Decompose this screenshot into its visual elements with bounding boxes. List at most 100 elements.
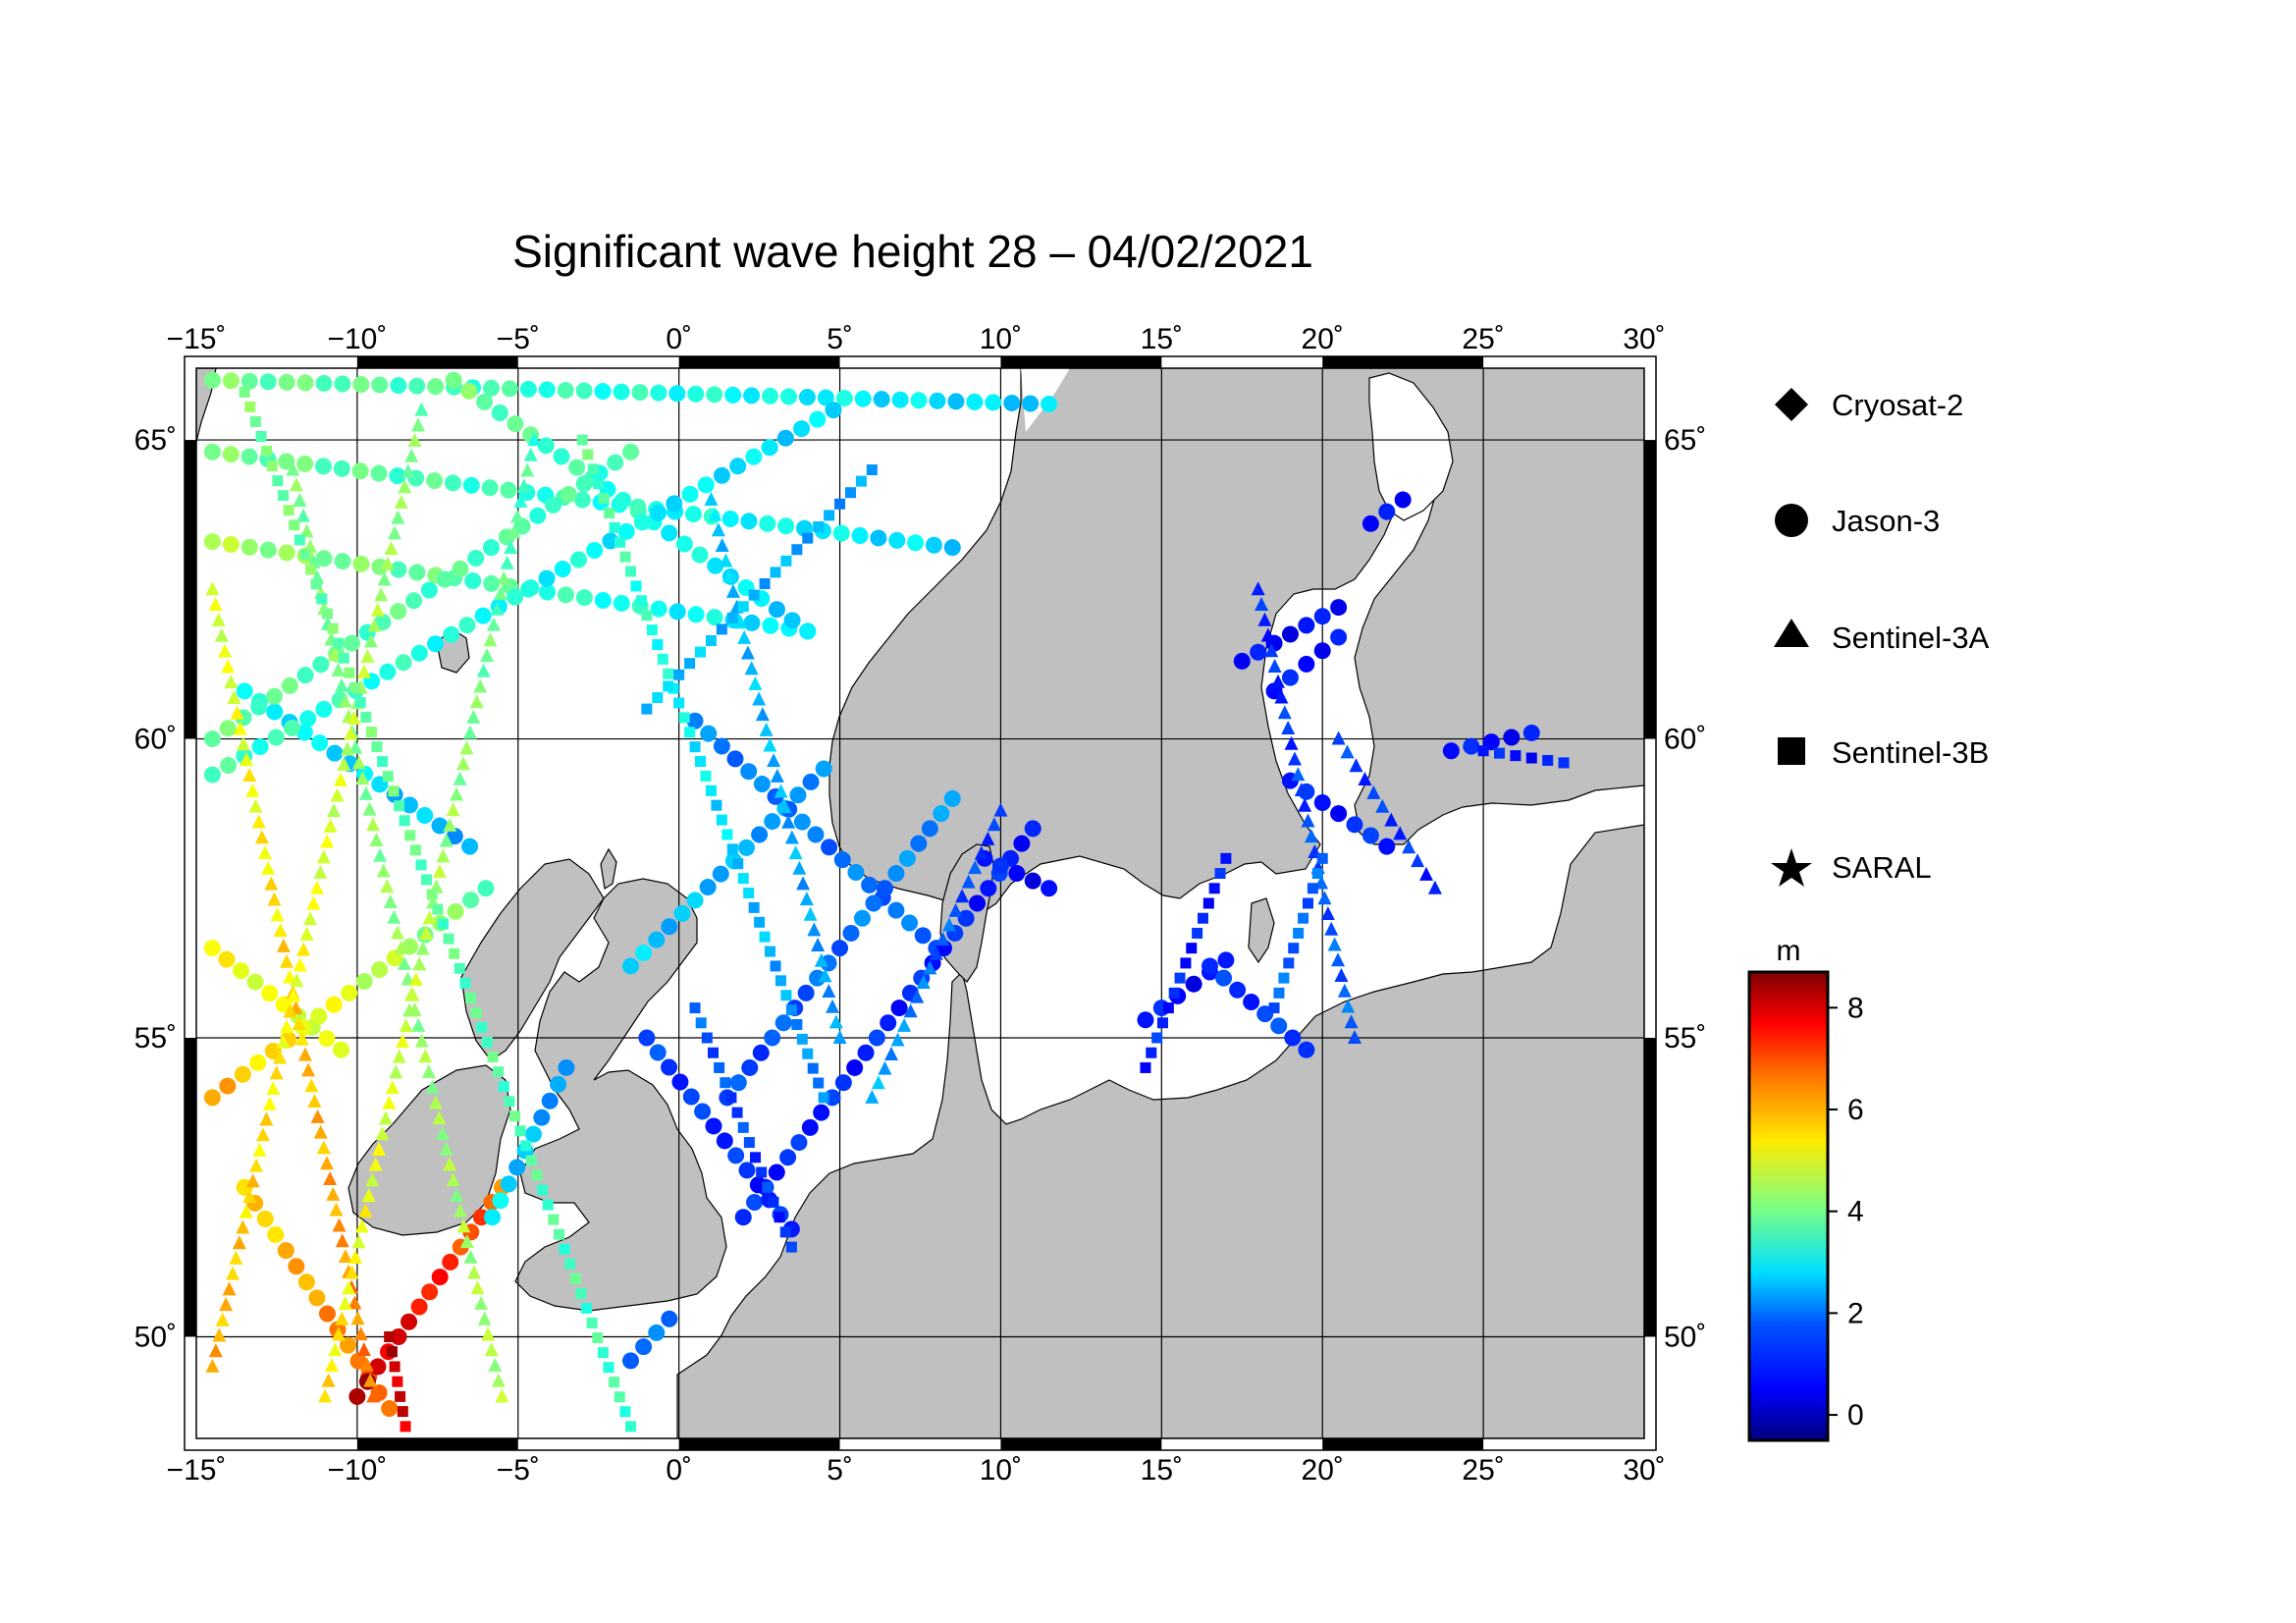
sentinel-3a-point <box>390 925 404 940</box>
sentinel-3b-point <box>1220 852 1232 864</box>
sentinel-3a-point <box>459 1234 474 1249</box>
jason-3-point <box>507 588 524 606</box>
jason-3-point <box>203 1089 221 1107</box>
jason-3-point <box>203 730 221 748</box>
sentinel-3a-point <box>320 834 335 848</box>
jason-3-point <box>779 388 797 406</box>
sentinel-3a-point <box>466 1265 481 1279</box>
sentinel-3b-point <box>399 815 410 827</box>
sentinel-3b-point <box>756 1166 768 1178</box>
jason-3-point <box>661 524 678 542</box>
sentinel-3b-point <box>609 521 620 533</box>
sentinel-3b-point <box>283 505 294 516</box>
sentinel-3b-point <box>569 1272 581 1284</box>
sentinel-3a-point <box>463 1249 478 1264</box>
jason-3-point <box>1201 957 1218 975</box>
sentinel-3b-point <box>415 859 427 871</box>
jason-3-point <box>891 391 909 408</box>
jason-3-point <box>568 459 586 476</box>
sentinel-3a-point <box>276 938 291 952</box>
sentinel-3a-point <box>477 1311 492 1325</box>
sentinel-3a-point <box>722 568 737 583</box>
jason-3-point <box>707 557 724 574</box>
sentinel-3a-point <box>366 1388 381 1403</box>
jason-3-point <box>240 372 258 390</box>
jason-3-point <box>240 448 258 465</box>
sentinel-3b-point <box>553 1228 564 1240</box>
sentinel-3a-point <box>344 726 358 740</box>
sentinel-3a-point <box>480 648 495 663</box>
jason-3-point <box>649 1044 667 1061</box>
sentinel-3a-point <box>286 988 300 1002</box>
sentinel-3b-point <box>759 931 771 943</box>
jason-3-point <box>427 378 445 396</box>
legend-item-sentinel-3a: Sentinel-3A <box>1774 619 1990 655</box>
sentinel-3a-point <box>369 833 384 847</box>
sentinel-3a-point <box>337 757 351 772</box>
sentinel-3b-point <box>437 918 449 930</box>
latitude-labels-left: 50˚ 55˚ 60˚ 65˚ <box>134 424 177 1353</box>
sentinel-3b-point <box>581 1302 593 1314</box>
sentinel-3a-point <box>704 491 719 506</box>
jason-3-point <box>1362 827 1379 844</box>
sentinel-3b-point <box>1316 852 1328 864</box>
jason-3-point <box>684 506 702 523</box>
frame-bar-right <box>1644 1038 1656 1337</box>
sentinel-3b-point <box>397 1406 408 1418</box>
sentinel-3a-point <box>372 1141 387 1156</box>
jason-3-point <box>887 865 905 883</box>
sentinel-3a-point <box>402 1002 417 1017</box>
sentinel-3a-point <box>412 956 427 971</box>
jason-3-point <box>1313 793 1331 811</box>
sentinel-3b-point <box>714 1061 725 1073</box>
lon-tick-label-bottom: −5˚ <box>497 1454 540 1487</box>
sentinel-3b-point <box>603 1362 614 1374</box>
sentinel-3b-point <box>1278 972 1290 984</box>
sentinel-3a-point <box>377 571 392 586</box>
jason-3-point <box>968 894 986 912</box>
jason-3-point <box>1024 872 1041 890</box>
sentinel-3b-point <box>542 1199 554 1211</box>
sentinel-3a-point <box>214 627 229 642</box>
jason-3-point <box>1298 655 1315 673</box>
sentinel-3b-point <box>481 1037 493 1049</box>
map-area: −15˚ −10˚ −5˚ 0˚ 5˚ 10˚ 15˚ 20˚ 25˚ 30˚ −15˚ −10˚ −… <box>134 323 1707 1487</box>
sentinel-3a-point <box>897 1017 912 1032</box>
sentinel-3a-point <box>987 817 1001 832</box>
jason-3-point <box>797 984 815 1001</box>
sentinel-3a-point <box>310 1109 325 1123</box>
jason-3-point <box>650 504 667 521</box>
sentinel-3a-point <box>335 677 349 692</box>
frame-bar-left <box>185 1038 196 1337</box>
sentinel-3b-point <box>531 1169 543 1181</box>
sentinel-3b-point <box>619 1406 631 1418</box>
colorbar: m 0 2 4 6 8 <box>1747 935 1864 1442</box>
sentinel-3a-point <box>878 1060 892 1075</box>
colorbar-ticks: 0 2 4 6 8 <box>1828 992 1864 1432</box>
sentinel-3a-point <box>737 629 752 644</box>
jason-3-point <box>1024 820 1041 838</box>
sentinel-3b-point <box>1162 1002 1174 1014</box>
jason-3-point <box>203 533 221 551</box>
sentinel-3a-point <box>229 1250 243 1265</box>
sentinel-3b-point <box>261 446 273 458</box>
lon-tick-label-bottom: 10˚ <box>980 1454 1022 1487</box>
lon-tick-label-top: −10˚ <box>327 323 387 355</box>
jason-3-point <box>851 527 869 545</box>
jason-3-point <box>538 569 556 587</box>
sentinel-3a-point <box>259 1111 274 1126</box>
jason-3-point <box>820 954 837 972</box>
sentinel-3a-point <box>509 509 524 523</box>
sentinel-3a-point <box>1284 735 1299 750</box>
sentinel-3a-point <box>1419 866 1434 881</box>
sentinel-3a-point <box>330 787 345 802</box>
sentinel-3b-point <box>354 696 366 708</box>
sentinel-3a-point <box>1366 784 1381 799</box>
jason-3-point <box>887 901 905 919</box>
sentinel-3a-point <box>418 1049 433 1063</box>
jason-3-point <box>557 586 574 604</box>
sentinel-3b-point <box>1283 957 1295 969</box>
jason-3-point <box>817 389 834 406</box>
legend-label-saral: SARAL <box>1832 850 1932 885</box>
jason-3-point <box>326 744 344 762</box>
